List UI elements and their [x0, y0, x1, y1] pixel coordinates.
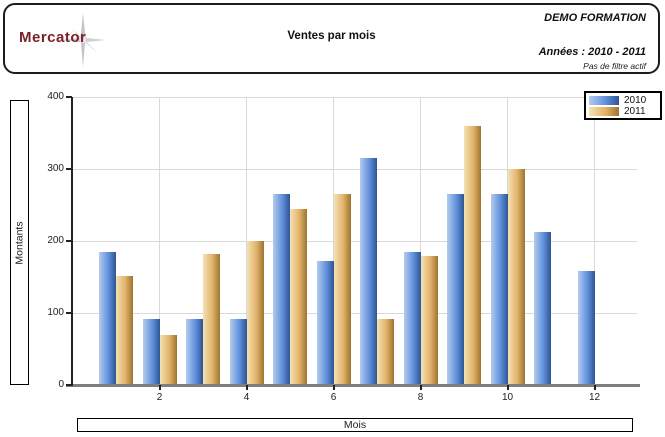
y-tick-label-0: 0	[58, 379, 64, 390]
x-tick-label-8: 8	[417, 392, 424, 403]
legend-swatch-2011	[589, 107, 619, 116]
x-tick-label-10: 10	[501, 392, 514, 403]
v-gridline-8	[420, 97, 421, 385]
v-gridline-2	[159, 97, 160, 385]
x-axis	[66, 384, 640, 387]
bar-2010-month-11	[534, 232, 551, 385]
bar-2010-month-9	[447, 194, 464, 385]
bar-2010-month-8	[403, 252, 421, 385]
bar-2011-month-3	[203, 254, 220, 385]
y-tick-400	[66, 96, 72, 98]
bar-2010-month-12	[577, 271, 595, 385]
plot-area	[72, 96, 637, 385]
x-tick-8	[419, 385, 422, 390]
y-tick-200	[66, 240, 72, 242]
filter-status: Pas de filtre actif	[583, 61, 646, 71]
x-tick-12	[593, 385, 596, 390]
bar-2010-month-1	[99, 252, 116, 385]
bar-2011-month-2	[159, 335, 177, 385]
x-tick-label-6: 6	[330, 392, 337, 403]
legend-label-2011: 2011	[624, 106, 646, 117]
logo-text: Mercator	[19, 29, 87, 46]
mercator-logo: Mercator	[17, 9, 127, 71]
bar-2011-month-4	[246, 241, 264, 385]
y-axis	[71, 97, 73, 386]
x-tick-10	[506, 385, 509, 390]
bar-2011-month-1	[116, 276, 133, 385]
y-tick-label-200: 200	[47, 235, 64, 246]
bar-2010-month-4	[229, 319, 247, 385]
y-tick-label-400: 400	[47, 91, 64, 102]
y-tick-300	[66, 168, 72, 170]
h-gridline-400	[72, 96, 637, 98]
x-tick-2	[158, 385, 161, 390]
x-tick-label-2: 2	[156, 392, 163, 403]
legend-item-2011: 2011	[589, 106, 657, 117]
bar-2011-month-5	[290, 209, 307, 385]
legend-swatch-2010	[589, 96, 619, 105]
h-gridline-100	[72, 312, 637, 314]
legend-label-2010: 2010	[624, 95, 647, 106]
h-gridline-200	[72, 240, 637, 242]
x-axis-title: Mois	[343, 419, 367, 431]
y-tick-label-100: 100	[47, 307, 64, 318]
x-tick-4	[245, 385, 248, 390]
y-axis-title-box: Montants	[10, 100, 29, 385]
bar-2011-month-10	[507, 169, 525, 385]
report-title: Ventes par mois	[287, 30, 376, 42]
y-axis-title: Montants	[13, 220, 26, 265]
bar-2011-month-8	[420, 256, 438, 385]
x-tick-label-4: 4	[243, 392, 250, 403]
h-gridline-300	[72, 168, 637, 170]
bar-2010-month-5	[273, 194, 290, 385]
x-axis-title-box: Mois	[77, 418, 633, 432]
chart-legend: 2010 2011	[584, 91, 662, 120]
v-gridline-12	[594, 97, 595, 385]
bar-2011-month-6	[333, 194, 351, 385]
x-tick-6	[332, 385, 335, 390]
company-label: DEMO FORMATION	[544, 12, 646, 24]
y-tick-100	[66, 312, 72, 314]
x-tick-label-12: 12	[588, 392, 601, 403]
chart-region: Montants 0 100 200 300 400 2 4 6 8 10 12 2010 2011…	[0, 80, 665, 437]
report-header: Mercator Ventes par mois DEMO FORMATION …	[3, 3, 660, 74]
years-label: Années : 2010 - 2011	[538, 46, 646, 58]
y-tick-0	[66, 384, 72, 386]
bar-2010-month-2	[142, 319, 160, 385]
logo-star-icon	[60, 13, 106, 67]
bar-2010-month-3	[186, 319, 203, 385]
legend-item-2010: 2010	[589, 95, 657, 106]
bar-2010-month-10	[490, 194, 508, 385]
bar-2011-month-9	[464, 126, 481, 385]
y-tick-label-300: 300	[47, 163, 64, 174]
bar-2010-month-6	[316, 261, 334, 385]
bar-2011-month-7	[377, 319, 394, 385]
bar-2010-month-7	[360, 158, 377, 385]
